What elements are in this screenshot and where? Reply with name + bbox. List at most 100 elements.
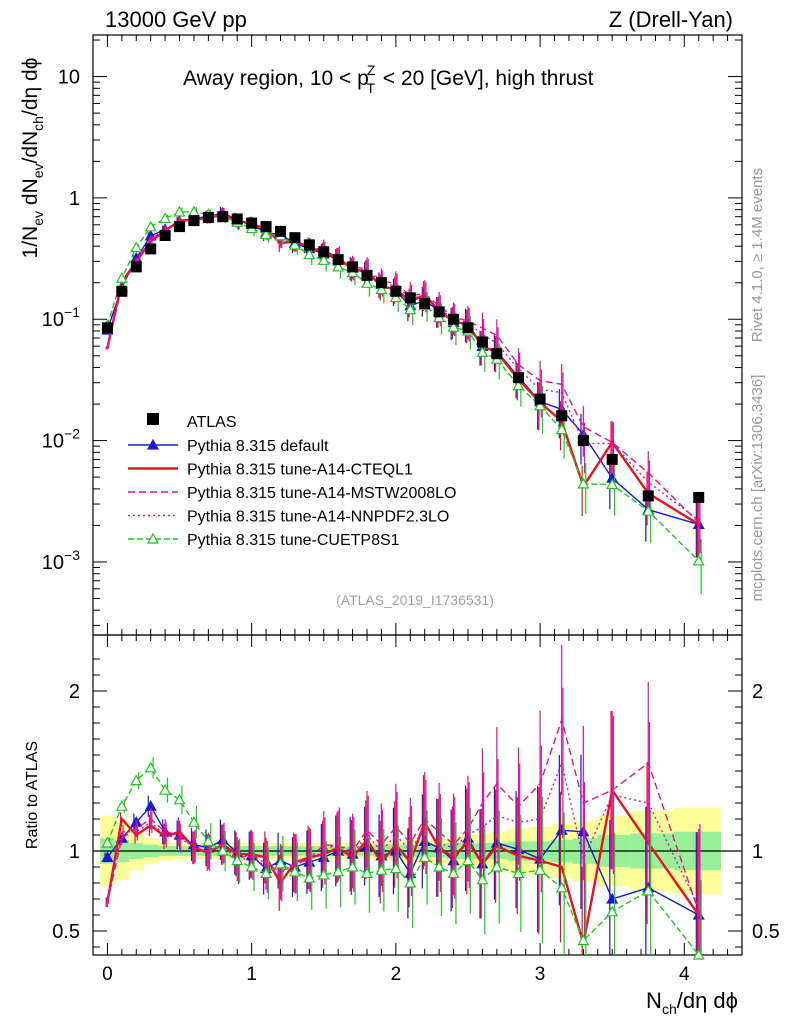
marker-ratio-cuetp8s1 xyxy=(202,835,215,847)
marker-ratio-cuetp8s1 xyxy=(577,934,590,946)
atlas-data-point xyxy=(332,254,344,266)
marker-main-cuetp8s1 xyxy=(115,272,128,283)
atlas-data-point xyxy=(274,225,286,237)
x-tick-label: 3 xyxy=(535,964,546,985)
atlas-data-point xyxy=(318,246,330,258)
atlas-data-point xyxy=(404,292,416,304)
atlas-data-point xyxy=(476,336,488,348)
legend-marker-cuetp8s1 xyxy=(146,532,160,544)
legend-marker-atlas xyxy=(147,413,159,425)
marker-ratio-cuetp8s1 xyxy=(404,876,417,888)
marker-ratio-cuetp8s1 xyxy=(433,860,446,872)
marker-ratio-cuetp8s1 xyxy=(144,761,157,773)
y-tick-label-main: 10 xyxy=(58,67,80,89)
atlas-data-point xyxy=(303,239,315,251)
atlas-data-point xyxy=(642,490,654,502)
y-tick-label-main: 10−1 xyxy=(42,304,80,331)
marker-ratio-cuetp8s1 xyxy=(173,793,186,805)
marker-ratio-cuetp8s1 xyxy=(476,873,489,885)
rivet-label: Rivet 4.1.0, ≥ 1.4M events xyxy=(749,168,766,342)
atlas-data-point xyxy=(159,229,171,241)
marker-main-cuetp8s1 xyxy=(130,241,143,253)
header-right-label: Z (Drell-Yan) xyxy=(609,7,733,32)
marker-ratio-cuetp8s1 xyxy=(361,867,374,879)
marker-main-cuetp8s1 xyxy=(577,477,590,489)
atlas-data-point xyxy=(390,285,402,297)
legend-label-mstw: Pythia 8.315 tune-A14-MSTW2008LO xyxy=(187,485,456,502)
tick-base: 10 xyxy=(42,552,64,574)
marker-ratio-cuetp8s1 xyxy=(187,815,200,827)
atlas-data-point xyxy=(534,393,546,405)
atlas-data-point xyxy=(130,261,142,273)
marker-ratio-cuetp8s1 xyxy=(461,854,474,866)
marker-ratio-cuetp8s1 xyxy=(418,851,431,863)
x-axis-label: Nch/dη dϕ xyxy=(646,988,738,1017)
ylabel-part: 1/N xyxy=(19,226,42,259)
marker-ratio-cuetp8s1 xyxy=(317,868,330,880)
marker-ratio-cuetp8s1 xyxy=(555,881,568,893)
marker-ratio-cuetp8s1 xyxy=(274,857,287,869)
marker-main-cuetp8s1 xyxy=(332,260,345,272)
marker-ratio-cuetp8s1 xyxy=(260,867,273,879)
marker-main-cuetp8s1 xyxy=(361,277,374,288)
y-tick-label-ratio: 2 xyxy=(69,681,80,703)
atlas-data-point xyxy=(512,372,524,384)
marker-main-cuetp8s1 xyxy=(303,248,316,260)
analysis-watermark: (ATLAS_2019_I1736531) xyxy=(336,592,494,608)
tick-exponent: −3 xyxy=(64,547,80,563)
marker-ratio-cuetp8s1 xyxy=(231,854,244,866)
tick-exponent: −2 xyxy=(64,426,80,442)
ylabel-sub: ch xyxy=(30,116,46,131)
marker-main-cuetp8s1 xyxy=(555,423,568,435)
marker-ratio-cuetp8s1 xyxy=(512,867,525,879)
marker-ratio-cuetp8s1 xyxy=(389,862,402,874)
atlas-data-point xyxy=(419,297,431,309)
marker-ratio-cuetp8s1 xyxy=(606,905,619,917)
y-tick-label-ratio-right: 1 xyxy=(752,841,763,863)
plot-title-suffix: < 20 [GeV], high thrust xyxy=(377,67,594,90)
x-tick-label: 1 xyxy=(246,964,257,985)
y-tick-label-ratio-right: 2 xyxy=(752,681,763,703)
ylabel-sub: ev xyxy=(30,163,46,178)
mcplots-label: mcplots.cern.ch [arXiv:1306.3436] xyxy=(749,375,766,602)
ylabel-sub: ev xyxy=(30,211,46,226)
marker-ratio-cuetp8s1 xyxy=(534,863,547,875)
atlas-data-point xyxy=(116,285,128,297)
marker-ratio-cuetp8s1 xyxy=(447,867,460,879)
y-axis-label-main: 1/Nev dNev/dNch/dη dϕ xyxy=(19,58,46,259)
y-tick-label-main: 10−2 xyxy=(42,426,80,453)
marker-main-cuetp8s1 xyxy=(159,212,172,224)
atlas-data-point xyxy=(448,313,460,325)
marker-ratio-cuetp8s1 xyxy=(288,865,301,877)
ratio-series-group xyxy=(101,644,705,960)
atlas-data-point xyxy=(101,322,113,334)
marker-ratio-cuetp8s1 xyxy=(490,860,503,872)
marker-main-cuetp8s1 xyxy=(375,283,388,295)
marker-ratio-cuetp8s1 xyxy=(130,774,143,786)
plot-title-sub: T xyxy=(366,80,375,96)
atlas-data-point xyxy=(462,322,474,334)
marker-ratio-cuetp8s1 xyxy=(346,860,359,872)
marker-main-cuetp8s1 xyxy=(606,478,619,490)
atlas-data-point xyxy=(260,221,272,233)
marker-ratio-default xyxy=(101,851,114,863)
marker-main-cuetp8s1 xyxy=(447,320,460,332)
atlas-data-point xyxy=(174,221,186,233)
marker-main-cuetp8s1 xyxy=(534,399,547,411)
atlas-data-point xyxy=(693,491,705,503)
plot-title-sup: Z xyxy=(367,62,376,78)
marker-main-cuetp8s1 xyxy=(288,238,301,250)
atlas-data-point xyxy=(433,306,445,318)
xlabel-part: /dη dϕ xyxy=(677,988,738,1013)
y-tick-label-ratio-right: 0.5 xyxy=(752,921,780,943)
atlas-data-point xyxy=(556,410,568,422)
y-tick-label-ratio: 1 xyxy=(69,841,80,863)
ylabel-part: /dη dϕ xyxy=(19,58,42,116)
y-tick-label-ratio: 0.5 xyxy=(52,921,80,943)
x-tick-label: 2 xyxy=(391,964,402,985)
marker-main-cuetp8s1 xyxy=(642,504,655,516)
plot-title-prefix: Away region, 10 < p xyxy=(183,67,369,90)
atlas-data-point xyxy=(145,243,157,255)
